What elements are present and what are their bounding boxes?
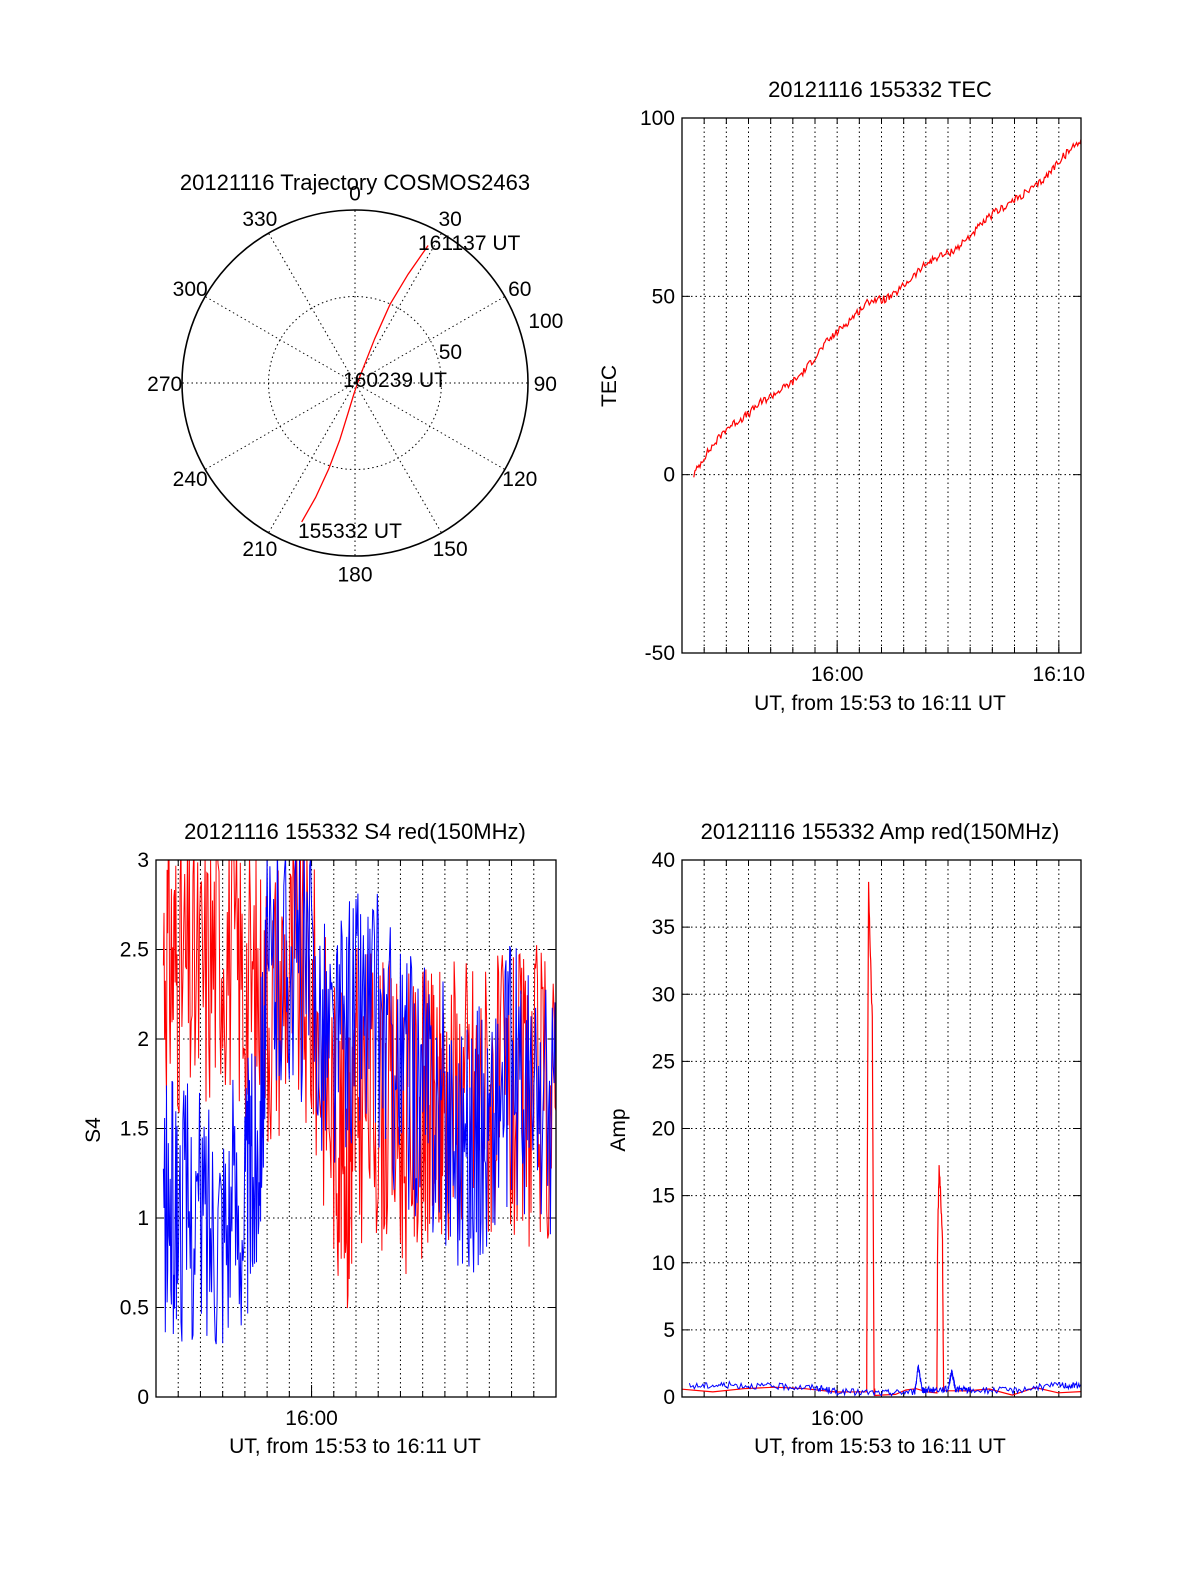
blue-series-line [688,1364,1081,1397]
s4-ticks: 0 0.5 1 1.5 2 2.5 3 16:00 [120,849,556,1430]
azimuth-label: 0 [349,183,361,206]
radius-label: 50 [439,341,462,364]
amp-title: 20121116 155332 Amp red(150MHz) [701,819,1060,844]
azimuth-label: 150 [433,538,468,561]
y-tick-label: 100 [640,107,675,130]
tec-xlabel: UT, from 15:53 to 16:11 UT [754,692,1006,715]
red-series-line [682,881,1081,1397]
y-tick-label: 30 [652,983,675,1006]
blue-series-line [162,860,556,1345]
y-tick-label: 35 [652,916,675,939]
y-tick-label: 10 [652,1252,675,1275]
polar-spoke [354,382,442,534]
azimuth-label: 330 [242,208,277,231]
azimuth-label: 300 [173,278,208,301]
tec-grid [682,118,1081,653]
azimuth-label: 90 [534,373,557,396]
azimuth-label: 240 [173,468,208,491]
y-tick-label: -50 [645,642,675,665]
s4-panel: 20121116 155332 S4 red(150MHz) 0 0.5 1 1.5 2… [82,819,557,1458]
y-tick-label: 25 [652,1050,675,1073]
amp-axes-frame [681,859,1082,1398]
s4-xlabel: UT, from 15:53 to 16:11 UT [229,1435,481,1458]
azimuth-label: 210 [242,538,277,561]
s4-ylabel: S4 [82,1117,105,1143]
y-tick-label: 0 [663,464,675,487]
y-tick-label: 20 [652,1118,675,1141]
tec-ylabel: TEC [598,365,621,407]
amp-grid [682,860,1081,1397]
amp-ylabel: Amp [607,1108,630,1151]
polar-spoke [354,382,506,470]
azimuth-label: 120 [502,468,537,491]
polar-spoke [354,296,506,384]
trajectory-panel: 20121116 Trajectory COSMOS2463 0 30 60 90 12… [147,170,563,586]
trajectory-title: 20121116 Trajectory COSMOS2463 [180,170,530,195]
azimuth-label: 270 [147,373,182,396]
y-tick-label: 50 [652,285,675,308]
annotation-end-time: 161137 UT [418,232,521,255]
annotation-mid-time: 160239 UT [343,369,447,392]
polar-spoke [268,232,356,384]
y-tick-label: 3 [137,849,149,872]
tec-ticks: -50 0 50 100 16:00 16:10 [640,107,1085,686]
tec-series [693,139,1081,478]
y-tick-label: 5 [663,1319,675,1342]
polar-outer-circle [181,209,529,557]
x-tick-label: 16:10 [1033,663,1086,686]
azimuth-label: 30 [438,208,461,231]
annotation-start-time: 155332 UT [298,520,402,543]
polar-labels: 0 30 60 90 120 150 180 210 240 270 300 330 50 100 [147,183,563,587]
x-tick-label: 16:00 [285,1407,338,1430]
azimuth-label: 60 [508,278,531,301]
y-tick-label: 0.5 [120,1297,149,1320]
y-tick-label: 15 [652,1185,675,1208]
polar-spoke [204,382,356,470]
polar-grid [181,209,529,557]
y-tick-label: 0 [137,1386,149,1409]
trajectory-series [301,245,429,523]
y-tick-label: 0 [663,1386,675,1409]
y-tick-label: 40 [652,849,675,872]
amp-series [682,881,1081,1397]
tec-title: 20121116 155332 TEC [768,77,992,102]
x-tick-label: 16:00 [811,1407,864,1430]
amp-ticks: 0 5 10 15 20 25 30 35 40 16:00 [652,849,1081,1430]
s4-series [162,860,556,1345]
radius-label: 100 [528,310,563,333]
amp-panel: 20121116 155332 Amp red(150MHz) 0 5 10 15 20… [607,819,1082,1458]
s4-axes-frame [155,859,557,1398]
azimuth-label: 180 [337,563,372,586]
y-tick-label: 2.5 [120,939,149,962]
amp-xlabel: UT, from 15:53 to 16:11 UT [754,1435,1006,1458]
tec-axes-frame [681,117,1082,654]
polar-spoke [354,232,442,384]
y-tick-label: 2 [137,1028,149,1051]
red-series-line [693,139,1081,478]
y-tick-label: 1.5 [120,1118,149,1141]
y-tick-label: 1 [137,1207,149,1230]
trajectory-line [301,245,429,523]
x-tick-label: 16:00 [811,663,864,686]
s4-title: 20121116 155332 S4 red(150MHz) [184,819,526,844]
polar-spoke [204,296,356,384]
polar-spoke [268,382,356,534]
